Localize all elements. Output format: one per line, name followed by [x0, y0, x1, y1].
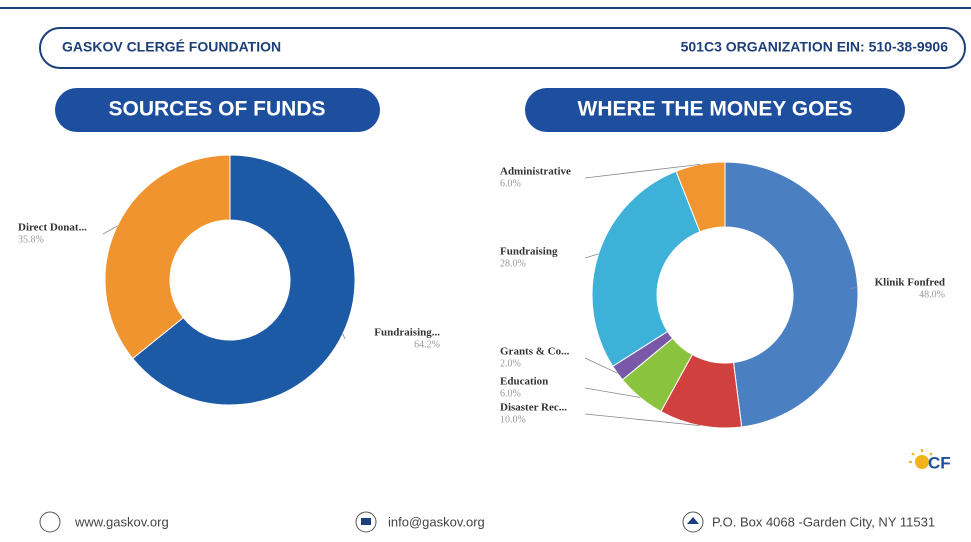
slice-label: Fundraising — [500, 246, 558, 258]
logo-text: CF — [928, 453, 951, 472]
footer-address: P.O. Box 4068 -Garden City, NY 11531 — [712, 514, 935, 529]
home-icon — [682, 511, 704, 533]
chart-title: SOURCES OF FUNDS — [108, 98, 325, 121]
slice-value: 10.0% — [500, 414, 526, 425]
chart-title: WHERE THE MONEY GOES — [578, 98, 853, 121]
mail-glyph — [361, 518, 371, 525]
slice-label: Grants & Co... — [500, 346, 570, 358]
slice-label: Administrative — [500, 166, 571, 178]
header-left: GASKOV CLERGÉ FOUNDATION — [62, 39, 281, 55]
home-glyph — [687, 517, 699, 524]
slice-value: 2.0% — [500, 358, 521, 369]
slice-value: 28.0% — [500, 258, 526, 269]
slice-label: Klinik Fonfred — [875, 277, 945, 289]
footer-email: info@gaskov.org — [388, 514, 485, 529]
slice-value: 35.8% — [18, 234, 44, 245]
leader-line — [584, 357, 618, 374]
leader-line — [849, 286, 858, 290]
mail-icon — [355, 511, 377, 533]
title-pill — [55, 88, 380, 132]
leader-line — [584, 253, 599, 259]
leader-line — [342, 333, 346, 340]
header-right: 501C3 ORGANIZATION EIN: 510-38-9906 — [681, 39, 949, 55]
slice-label: Direct Donat... — [18, 222, 87, 234]
donut-slice — [131, 154, 356, 406]
logo: CF — [909, 449, 951, 472]
slice-value: 64.2% — [414, 339, 440, 350]
slice-value: 6.0% — [500, 178, 521, 189]
donut-slice — [724, 161, 859, 428]
slice-value: 6.0% — [500, 388, 521, 399]
leader-line — [584, 387, 641, 398]
web-icon — [39, 511, 61, 533]
slice-label: Disaster Rec... — [500, 402, 567, 414]
title-pill — [525, 88, 905, 132]
leader-line — [584, 163, 701, 179]
leader-line — [102, 225, 118, 235]
slice-value: 48.0% — [919, 289, 945, 300]
donut-slice — [104, 154, 231, 360]
leader-line — [584, 413, 701, 427]
footer: www.gaskov.org info@gaskov.org P.O. Box … — [39, 511, 935, 533]
slice-label: Fundraising... — [374, 327, 440, 339]
footer-website: www.gaskov.org — [74, 514, 169, 529]
donut-slice — [675, 161, 726, 233]
slice-label: Education — [500, 376, 548, 388]
header-pill — [39, 27, 966, 69]
donut-slice — [591, 170, 701, 367]
